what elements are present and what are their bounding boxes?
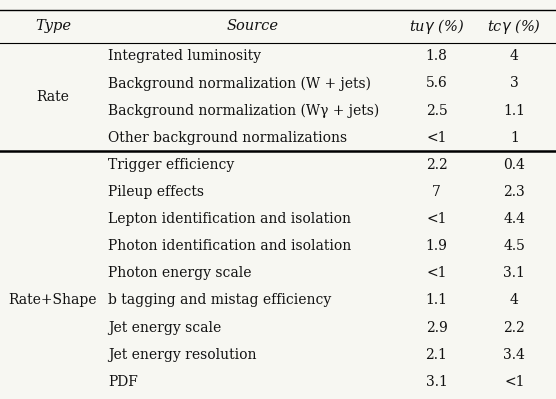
Text: 4: 4 <box>510 49 519 63</box>
Text: 1.1: 1.1 <box>503 103 525 118</box>
Text: Jet energy resolution: Jet energy resolution <box>108 348 257 362</box>
Text: Photon identification and isolation: Photon identification and isolation <box>108 239 352 253</box>
Text: 3.1: 3.1 <box>425 375 448 389</box>
Text: 7: 7 <box>432 185 441 199</box>
Text: 2.2: 2.2 <box>503 320 525 335</box>
Text: 2.2: 2.2 <box>425 158 448 172</box>
Text: tu$\gamma$ (%): tu$\gamma$ (%) <box>409 17 464 36</box>
Text: Other background normalizations: Other background normalizations <box>108 130 348 145</box>
Text: Source: Source <box>227 19 279 34</box>
Text: 4: 4 <box>510 293 519 308</box>
Text: Background normalization (Wγ + jets): Background normalization (Wγ + jets) <box>108 103 380 118</box>
Text: 1.9: 1.9 <box>425 239 448 253</box>
Text: 1.8: 1.8 <box>425 49 448 63</box>
Text: 2.5: 2.5 <box>425 103 448 118</box>
Text: 4.5: 4.5 <box>503 239 525 253</box>
Text: Background normalization (W + jets): Background normalization (W + jets) <box>108 76 371 91</box>
Text: 4.4: 4.4 <box>503 212 525 226</box>
Text: Integrated luminosity: Integrated luminosity <box>108 49 261 63</box>
Text: <1: <1 <box>504 375 524 389</box>
Text: 2.1: 2.1 <box>425 348 448 362</box>
Text: Pileup effects: Pileup effects <box>108 185 205 199</box>
Text: 3: 3 <box>510 76 519 91</box>
Text: 3.4: 3.4 <box>503 348 525 362</box>
Text: PDF: PDF <box>108 375 138 389</box>
Text: 0.4: 0.4 <box>503 158 525 172</box>
Text: Rate+Shape: Rate+Shape <box>8 293 97 308</box>
Text: Type: Type <box>35 19 71 34</box>
Text: 1.1: 1.1 <box>425 293 448 308</box>
Text: 1: 1 <box>510 130 519 145</box>
Text: 5.6: 5.6 <box>425 76 448 91</box>
Text: tc$\gamma$ (%): tc$\gamma$ (%) <box>487 17 542 36</box>
Text: 2.3: 2.3 <box>503 185 525 199</box>
Text: Trigger efficiency: Trigger efficiency <box>108 158 235 172</box>
Text: <1: <1 <box>426 212 446 226</box>
Text: Jet energy scale: Jet energy scale <box>108 320 222 335</box>
Text: b tagging and mistag efficiency: b tagging and mistag efficiency <box>108 293 332 308</box>
Text: <1: <1 <box>426 130 446 145</box>
Text: Photon energy scale: Photon energy scale <box>108 266 252 280</box>
Text: <1: <1 <box>426 266 446 280</box>
Text: Rate: Rate <box>36 90 70 104</box>
Text: Lepton identification and isolation: Lepton identification and isolation <box>108 212 351 226</box>
Text: 3.1: 3.1 <box>503 266 525 280</box>
Text: 2.9: 2.9 <box>425 320 448 335</box>
